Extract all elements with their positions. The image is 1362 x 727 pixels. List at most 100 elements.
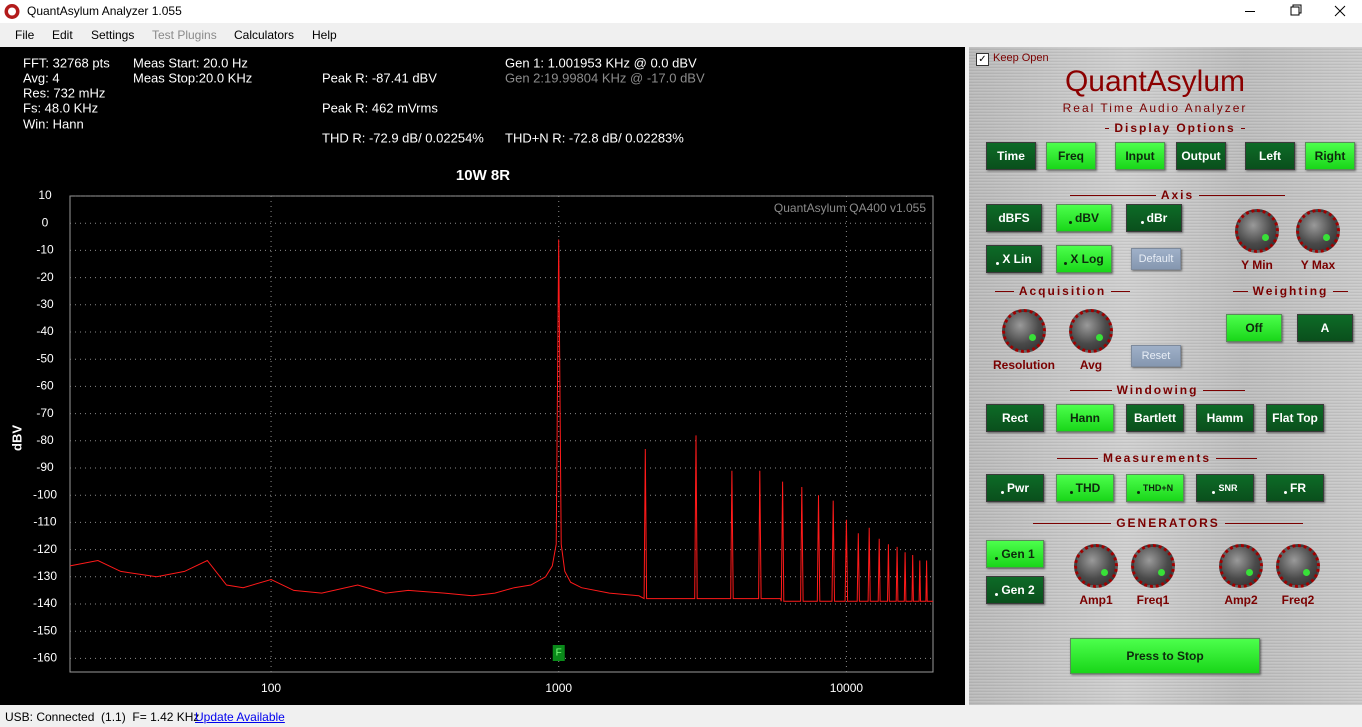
x-tick-label: 100 — [261, 681, 281, 695]
y-tick-label: -110 — [33, 515, 56, 529]
button[interactable]: Rect — [986, 404, 1044, 432]
y-axis-label: dBV — [9, 425, 24, 451]
button-label: Off — [1245, 321, 1263, 335]
button[interactable]: dBr — [1126, 204, 1182, 232]
info-fft: FFT: 32768 pts — [23, 55, 110, 70]
button[interactable]: Time — [986, 142, 1036, 170]
y-tick-label: -20 — [36, 270, 54, 284]
button[interactable]: THD+N — [1126, 474, 1184, 502]
info-avg: Avg: 4 — [23, 70, 60, 85]
button[interactable]: Gen 2 — [986, 576, 1044, 604]
menu-item[interactable]: Calculators — [234, 28, 295, 42]
info-gen2: Gen 2:19.99804 KHz @ -17.0 dBV — [505, 70, 705, 85]
menu-item: Test Plugins — [152, 28, 217, 42]
button-label: THD+N — [1142, 483, 1174, 493]
button[interactable]: X Log — [1056, 245, 1112, 273]
knob-label: Avg — [1079, 358, 1103, 372]
section-header: Weighting — [1228, 284, 1353, 298]
button-label: A — [1320, 321, 1330, 335]
section-header: Display Options — [1100, 121, 1250, 135]
button[interactable]: Pwr — [986, 474, 1044, 502]
info-peak-vrms: Peak R: 462 mVrms — [322, 100, 438, 115]
section-title: Display Options — [1114, 121, 1236, 135]
button-label: Rect — [1001, 411, 1028, 425]
button-label: SNR — [1218, 483, 1238, 493]
menu-item[interactable]: File — [15, 28, 35, 42]
button-label: X Log — [1070, 252, 1104, 266]
button[interactable]: Off — [1226, 314, 1282, 342]
info-text: FFT: 32768 pts Avg: 4 Res: 732 mHz Fs: 4… — [23, 55, 705, 145]
knob-label: Freq1 — [1136, 593, 1170, 607]
button[interactable]: Freq — [1046, 142, 1096, 170]
button-label: Freq — [1057, 149, 1084, 163]
window-controls[interactable] — [1230, 0, 1362, 23]
knob-label: Y Max — [1300, 258, 1336, 272]
knob-label: Freq2 — [1281, 593, 1315, 607]
section-title: GENERATORS — [1116, 516, 1220, 530]
knob[interactable] — [1074, 544, 1118, 588]
knob[interactable] — [1219, 544, 1263, 588]
info-res: Res: 732 mHz — [23, 85, 105, 100]
marker-box — [552, 645, 565, 661]
button[interactable]: THD — [1056, 474, 1114, 502]
knob-label: Y Min — [1241, 258, 1273, 272]
knob[interactable] — [1296, 209, 1340, 253]
y-tick-label: 10 — [38, 188, 52, 202]
y-tick-label: -80 — [36, 433, 54, 447]
status-bar: USB: Connected (1.1) F= 1.42 KHz Update … — [0, 705, 1362, 727]
y-tick-label: -150 — [33, 623, 57, 637]
button[interactable]: dBFS — [986, 204, 1042, 232]
knob[interactable] — [1002, 309, 1046, 353]
section-title: Axis — [1160, 188, 1195, 202]
button[interactable]: Hann — [1056, 404, 1114, 432]
knob-label: Amp1 — [1079, 593, 1113, 607]
info-gen1: Gen 1: 1.001953 KHz @ 0.0 dBV — [505, 55, 697, 70]
watermark: QuantAsylum QA400 v1.055 — [774, 201, 926, 215]
button-label: Flat Top — [1272, 411, 1318, 425]
menu-item[interactable]: Settings — [91, 28, 135, 42]
button[interactable]: Press to Stop — [1070, 638, 1260, 674]
brand: QuantAsylum — [1064, 65, 1246, 98]
knob[interactable] — [1276, 544, 1320, 588]
button[interactable]: Hamm — [1196, 404, 1254, 432]
button-label: Default — [1138, 253, 1174, 265]
info-peak-dbv: Peak R: -87.41 dBV — [322, 70, 437, 85]
button-label: Left — [1259, 149, 1281, 163]
knob-label: Amp2 — [1224, 593, 1258, 607]
section-title: Weighting — [1252, 284, 1329, 298]
knob[interactable] — [1131, 544, 1175, 588]
button: Reset — [1131, 345, 1181, 367]
y-tick-label: 0 — [42, 215, 49, 229]
x-tick-label: 1000 — [545, 681, 572, 695]
button[interactable]: Left — [1245, 142, 1295, 170]
keep-open-checkbox[interactable]: ✓ — [976, 53, 989, 66]
marker-label: F — [556, 648, 562, 659]
button: Default — [1131, 248, 1181, 270]
button[interactable]: Flat Top — [1266, 404, 1324, 432]
section-header: Measurements — [1052, 451, 1262, 465]
button[interactable]: SNR — [1196, 474, 1254, 502]
update-link[interactable]: Update Available — [195, 710, 285, 724]
y-tick-label: -50 — [36, 351, 54, 365]
button[interactable]: X Lin — [986, 245, 1042, 273]
button[interactable]: Bartlett — [1126, 404, 1184, 432]
button-label: X Lin — [1002, 252, 1032, 266]
knob[interactable] — [1235, 209, 1279, 253]
knob[interactable] — [1069, 309, 1113, 353]
button[interactable]: A — [1297, 314, 1353, 342]
button[interactable]: dBV — [1056, 204, 1112, 232]
info-thd: THD R: -72.9 dB/ 0.02254% — [322, 130, 484, 145]
button-label: Gen 1 — [1001, 547, 1035, 561]
button[interactable]: FR — [1266, 474, 1324, 502]
button[interactable]: Right — [1305, 142, 1355, 170]
button[interactable]: Input — [1115, 142, 1165, 170]
keep-open-label[interactable]: Keep Open — [993, 52, 1049, 64]
section-header: GENERATORS — [1028, 516, 1308, 530]
y-tick-label: -140 — [33, 596, 57, 610]
button-label: Pwr — [1006, 481, 1029, 495]
menu-item[interactable]: Help — [312, 28, 337, 42]
button[interactable]: Gen 1 — [986, 540, 1044, 568]
menu-item[interactable]: Edit — [52, 28, 73, 42]
button[interactable]: Output — [1176, 142, 1226, 170]
